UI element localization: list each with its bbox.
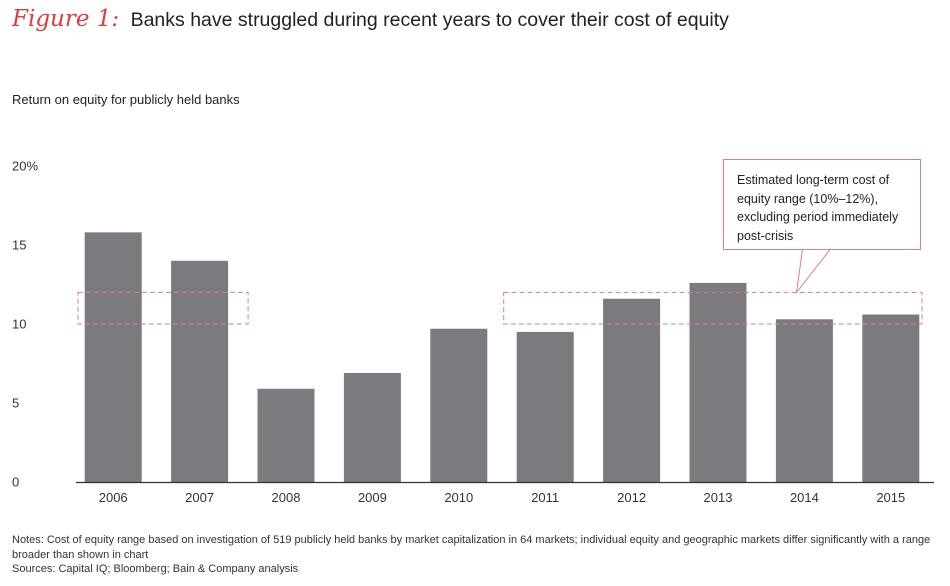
y-tick-label: 10 bbox=[12, 317, 26, 332]
y-tick-label: 0 bbox=[12, 475, 19, 490]
x-tick-label: 2013 bbox=[704, 490, 733, 505]
y-tick-label: 15 bbox=[12, 238, 26, 253]
x-tick-label: 2011 bbox=[531, 490, 559, 505]
x-tick-label: 2007 bbox=[185, 490, 214, 505]
bar-2008 bbox=[257, 388, 315, 482]
cost-of-equity-range-box bbox=[503, 291, 923, 325]
callout-pointer bbox=[795, 248, 832, 295]
x-tick-label: 2014 bbox=[790, 490, 819, 505]
bar-2013 bbox=[689, 282, 747, 482]
bar-2015 bbox=[862, 314, 920, 482]
y-axis-title: Return on equity for publicly held banks bbox=[12, 92, 240, 107]
sources-text: Sources: Capital IQ; Bloomberg; Bain & C… bbox=[12, 563, 299, 575]
bar-2012 bbox=[603, 298, 661, 482]
bar-2006 bbox=[84, 232, 142, 482]
x-tick-label: 2012 bbox=[617, 490, 646, 505]
x-tick-label: 2009 bbox=[358, 490, 387, 505]
bar-2014 bbox=[775, 319, 833, 482]
y-tick-label: 20% bbox=[12, 159, 38, 174]
figure-title: Banks have struggled during recent years… bbox=[130, 9, 729, 31]
bar-2009 bbox=[343, 372, 401, 482]
x-tick-label: 2010 bbox=[444, 490, 473, 505]
y-tick-label: 5 bbox=[12, 396, 19, 411]
bar-2007 bbox=[171, 260, 229, 482]
x-tick-label: 2015 bbox=[876, 490, 905, 505]
figure-label: Figure 1: bbox=[12, 6, 120, 32]
bar-2011 bbox=[516, 331, 574, 482]
chart-footnotes: Notes: Cost of equity range based on inv… bbox=[12, 533, 940, 577]
cost-of-equity-callout: Estimated long-term cost of equity range… bbox=[723, 159, 921, 250]
notes-text: Notes: Cost of equity range based on inv… bbox=[12, 534, 931, 561]
cost-of-equity-range-box bbox=[77, 291, 249, 325]
chart-title: Figure 1: Banks have struggled during re… bbox=[12, 6, 729, 33]
x-tick-label: 2008 bbox=[272, 490, 301, 505]
x-tick-label: 2006 bbox=[99, 490, 128, 505]
bar-2010 bbox=[430, 328, 488, 482]
